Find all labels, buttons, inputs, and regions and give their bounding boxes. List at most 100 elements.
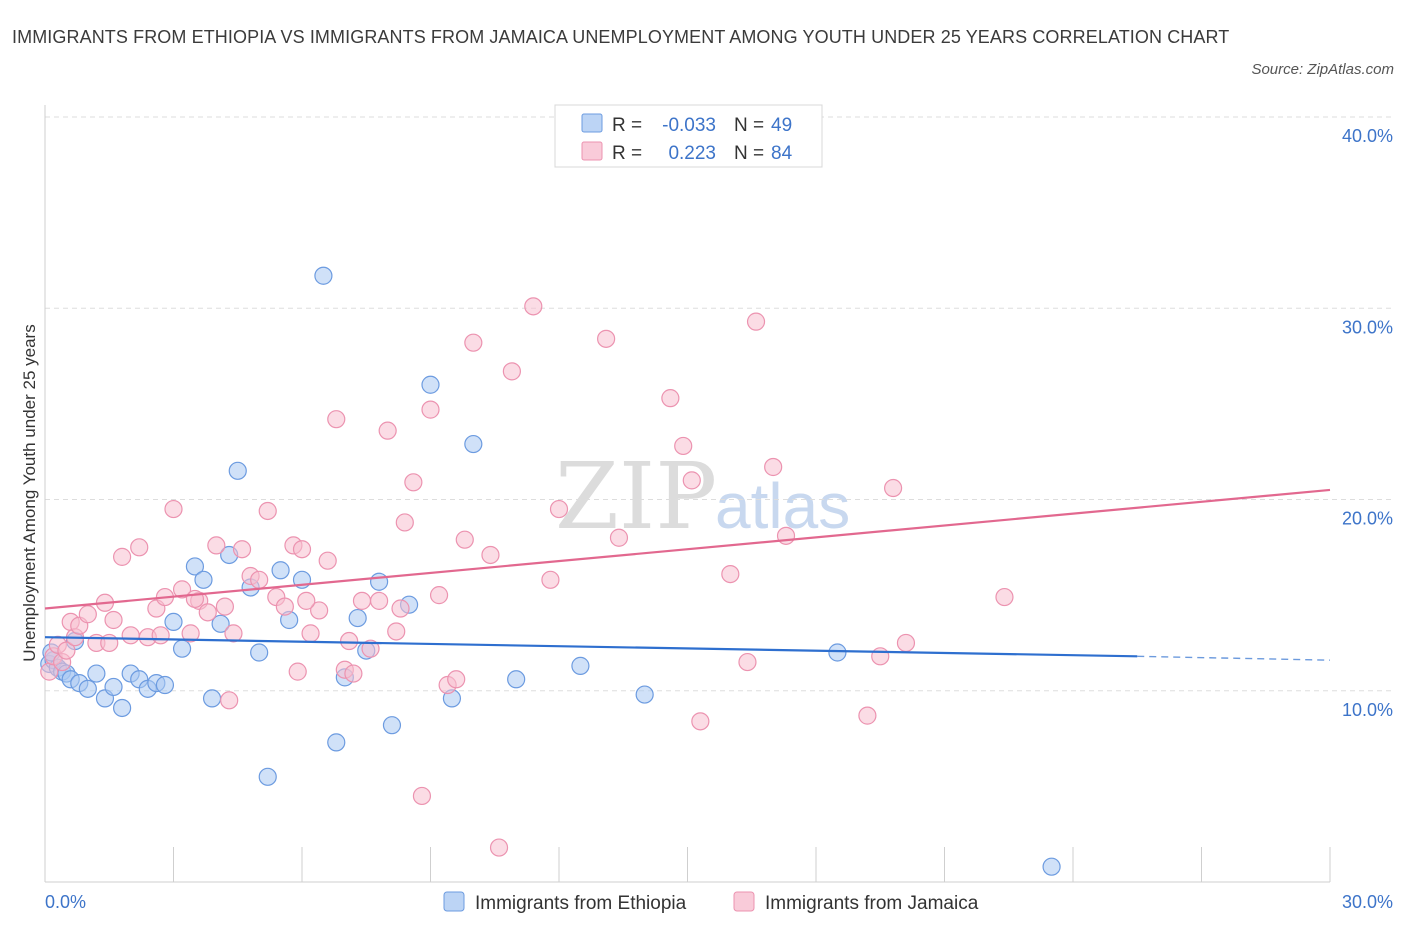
jamaica-point	[764, 457, 783, 477]
jamaica-point	[370, 591, 389, 610]
legend-n-label-jamaica: N =	[734, 143, 764, 164]
jamaica-point	[185, 589, 205, 609]
jamaica-point	[130, 538, 149, 557]
legend-r-value-ethiopia: -0.033	[662, 115, 716, 136]
bottom-legend-swatch-ethiopia	[443, 891, 465, 912]
jamaica-point	[691, 712, 710, 731]
jamaica-point	[549, 499, 569, 519]
x-tick-label-max: 30.0%	[1342, 892, 1393, 912]
jamaica-point	[198, 603, 217, 622]
legend-swatch-jamaica	[581, 141, 603, 161]
y-axis-label: Unemployment Among Youth under 25 years	[20, 324, 39, 661]
jamaica-point	[232, 540, 252, 559]
jamaica-point	[489, 838, 509, 857]
jamaica-point	[361, 639, 380, 658]
ethiopia-point	[382, 716, 402, 735]
ethiopia-point	[258, 767, 277, 786]
jamaica-point	[275, 597, 294, 616]
jamaica-point	[164, 499, 183, 519]
jamaica-point	[340, 631, 359, 651]
ethiopia-point	[314, 266, 333, 285]
bottom-legend-label-ethiopia: Immigrants from Ethiopia	[475, 893, 687, 914]
watermark: ZIP atlas	[555, 443, 850, 550]
jamaica-point	[301, 624, 320, 643]
legend-n-label-ethiopia: N =	[734, 115, 764, 136]
jamaica-point	[121, 626, 140, 645]
jamaica-point	[896, 633, 916, 653]
jamaica-point	[597, 329, 616, 348]
jamaica-point	[310, 601, 329, 620]
ethiopia-point	[348, 608, 367, 628]
jamaica-point	[682, 471, 701, 490]
legend-r-label-ethiopia: R =	[612, 115, 642, 136]
ethiopia-point	[185, 557, 205, 576]
jamaica-point	[429, 586, 449, 605]
jamaica-point	[746, 312, 766, 331]
y-tick-label: 30.0%	[1342, 317, 1393, 337]
ethiopia-point	[228, 461, 247, 480]
series-jamaica-points	[40, 297, 1014, 857]
jamaica-point	[661, 389, 680, 408]
jamaica-point	[674, 436, 693, 456]
watermark-zip: ZIP	[555, 443, 717, 550]
jamaica-point	[541, 570, 560, 589]
legend-r-value-jamaica: 0.223	[668, 143, 716, 164]
ethiopia-point	[104, 677, 123, 697]
jamaica-point	[858, 706, 877, 725]
jamaica-point	[391, 599, 410, 618]
jamaica-point	[609, 528, 629, 547]
jamaica-point	[57, 641, 76, 660]
jamaica-point	[404, 473, 423, 492]
legend-n-value-ethiopia: 49	[771, 115, 792, 136]
y-tick-label: 40.0%	[1342, 126, 1393, 146]
legend-r-label-jamaica: R =	[612, 143, 642, 164]
legend-swatch-ethiopia	[581, 113, 603, 133]
ethiopia-point	[202, 689, 222, 708]
ethiopia-point	[327, 733, 346, 752]
jamaica-point	[100, 633, 119, 653]
jamaica-point	[104, 610, 123, 630]
ethiopia-point	[828, 643, 847, 662]
jamaica-point	[344, 664, 363, 683]
jamaica-point	[524, 297, 543, 316]
trend-lines	[44, 488, 1331, 661]
ethiopia-point	[194, 570, 213, 589]
jamaica-point	[352, 591, 372, 610]
ethiopia-point	[87, 664, 106, 683]
ethiopia-point	[271, 561, 290, 580]
jamaica-point	[395, 513, 414, 532]
ethiopia-point	[155, 675, 175, 695]
gridlines	[45, 116, 1393, 692]
ethiopia-point	[211, 614, 230, 633]
jamaica-point	[220, 691, 239, 710]
jamaica-point	[172, 580, 192, 599]
chart-title: IMMIGRANTS FROM ETHIOPIA VS IMMIGRANTS F…	[12, 27, 1230, 47]
y-tick-label: 20.0%	[1342, 509, 1393, 529]
ethiopia-trend-extension	[1137, 655, 1331, 661]
jamaica-point	[481, 545, 500, 565]
jamaica-point	[258, 501, 277, 521]
ethiopia-point	[507, 670, 526, 689]
jamaica-point	[112, 547, 132, 566]
ethiopia-point	[421, 375, 440, 394]
bottom-legend-swatch-jamaica	[733, 891, 755, 912]
jamaica-point	[250, 570, 269, 589]
jamaica-point	[995, 587, 1014, 607]
jamaica-point	[288, 662, 307, 681]
ethiopia-point	[635, 685, 654, 704]
jamaica-trend-line	[44, 488, 1331, 610]
y-tick-label: 10.0%	[1342, 700, 1393, 720]
jamaica-point	[502, 362, 521, 381]
ethiopia-point	[1042, 857, 1061, 876]
jamaica-point	[871, 647, 890, 666]
ethiopia-trend-line	[44, 636, 1138, 658]
jamaica-point	[738, 652, 757, 672]
x-tick-label-min: 0.0%	[45, 892, 86, 912]
series-legend: Immigrants from Ethiopia Immigrants from…	[443, 891, 979, 914]
ethiopia-point	[464, 434, 483, 454]
jamaica-point	[883, 478, 903, 498]
source-credit: Source: ZipAtlas.com	[1251, 61, 1394, 78]
jamaica-point	[151, 626, 170, 645]
jamaica-point	[327, 410, 346, 429]
jamaica-point	[421, 400, 440, 419]
